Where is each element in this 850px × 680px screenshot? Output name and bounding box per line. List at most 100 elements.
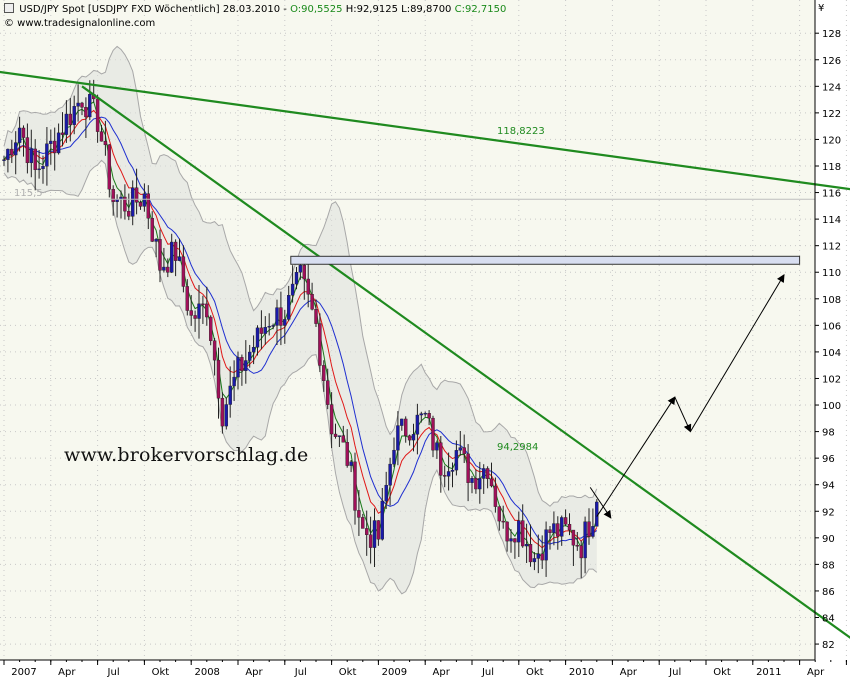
candle-body — [384, 485, 388, 502]
horizontal-line-label: 115,5 — [14, 188, 43, 199]
candle-body — [404, 418, 408, 436]
candle-body — [400, 418, 404, 426]
candle-body — [446, 471, 451, 477]
y-tick-label: 120 — [822, 135, 841, 146]
candle-body — [45, 143, 49, 167]
candle-body — [263, 327, 267, 334]
candle-body — [587, 521, 591, 537]
lower-trendline-label: 94,2984 — [497, 442, 538, 453]
y-tick-label: 88 — [822, 560, 835, 571]
candle-body — [443, 475, 447, 477]
trendlines: 115,5 118,8223 94,2984 — [0, 70, 850, 639]
candle-body — [435, 442, 439, 451]
candle-body — [528, 544, 533, 563]
candle-body — [560, 517, 564, 537]
candle-body — [68, 113, 73, 125]
candle-body — [84, 107, 88, 118]
candle-body — [189, 310, 193, 316]
candle-body — [259, 327, 264, 334]
candle-body — [185, 286, 190, 311]
candle-body — [33, 148, 37, 170]
candle-body — [591, 526, 595, 537]
candle-body — [298, 265, 303, 273]
candle-body — [150, 218, 154, 242]
candle-body — [244, 360, 248, 371]
candle-body — [423, 413, 427, 415]
candle-body — [64, 113, 69, 135]
candle-body — [571, 529, 576, 546]
candle-body — [177, 256, 182, 261]
candle-body — [99, 131, 104, 142]
candle-body — [536, 553, 540, 559]
candle-body — [532, 558, 537, 563]
y-tick-label: 126 — [822, 56, 841, 67]
candle-body — [154, 239, 158, 242]
candle-body — [88, 94, 92, 118]
candle-body — [341, 435, 345, 443]
candle-body — [2, 159, 6, 161]
candle-body — [60, 132, 65, 135]
candle-body — [197, 303, 201, 319]
candle-body — [21, 127, 26, 138]
candle-body — [470, 478, 474, 483]
x-tick-label: Okt — [152, 667, 170, 678]
candle-body — [431, 417, 435, 451]
candle-body — [318, 323, 322, 366]
candle-body — [95, 98, 100, 132]
candle-body — [130, 187, 135, 217]
y-tick-label: 124 — [822, 82, 841, 93]
y-tick-label: 96 — [822, 454, 835, 465]
moving-average-red — [3, 109, 598, 549]
close-label: C:92,7150 — [454, 4, 507, 15]
candle-body — [138, 202, 143, 207]
forecast-arrow-up — [596, 396, 676, 517]
candle-body — [322, 365, 326, 381]
forecast-arrow-target — [689, 274, 785, 432]
candle-body — [474, 478, 478, 490]
candle-body — [462, 447, 466, 455]
x-tick-label: Okt — [713, 667, 731, 678]
candle-body — [326, 380, 330, 405]
candle-body — [29, 148, 33, 164]
candle-body — [458, 447, 462, 451]
candle-body — [166, 266, 170, 273]
candle-body — [302, 265, 306, 280]
x-tick-label: 2009 — [382, 667, 407, 678]
low-label: L:89,8700 — [401, 4, 452, 15]
y-tick-label: 98 — [822, 428, 835, 439]
x-tick-label: Apr — [807, 667, 825, 678]
candle-body — [540, 553, 544, 561]
y-tick-label: 112 — [822, 242, 841, 253]
candle-body — [169, 241, 174, 273]
window-menu-icon[interactable] — [4, 3, 14, 13]
candle-body — [361, 517, 365, 529]
candle-body — [173, 241, 178, 261]
candle-body — [275, 307, 279, 326]
candle-body — [337, 435, 342, 437]
candle-body — [10, 148, 14, 156]
currency-symbol: ¥ — [818, 3, 825, 14]
y-tick-label: 84 — [822, 614, 835, 625]
candle-body — [427, 413, 431, 419]
candle-body — [552, 523, 556, 533]
candle-body — [493, 485, 498, 507]
candle-body — [548, 529, 552, 533]
candle-body — [306, 278, 310, 295]
candle-body — [505, 521, 509, 542]
x-tick-label: 2010 — [569, 667, 594, 678]
candle-body — [482, 468, 486, 479]
candle-body — [411, 434, 416, 441]
candle-body — [466, 453, 470, 483]
target-zone-box — [290, 255, 801, 265]
lower-trendline — [81, 85, 850, 639]
y-tick-label: 122 — [822, 109, 841, 120]
y-tick-label: 128 — [822, 29, 841, 40]
candle-body — [251, 347, 256, 353]
y-tick-label: 114 — [822, 215, 841, 226]
source-label: © www.tradesignalonline.com — [4, 18, 156, 29]
candle-body — [6, 148, 10, 160]
candle-body — [271, 325, 275, 327]
x-tick-label: Jul — [107, 667, 120, 678]
candle-body — [524, 544, 529, 547]
y-tick-label: 100 — [822, 401, 841, 412]
